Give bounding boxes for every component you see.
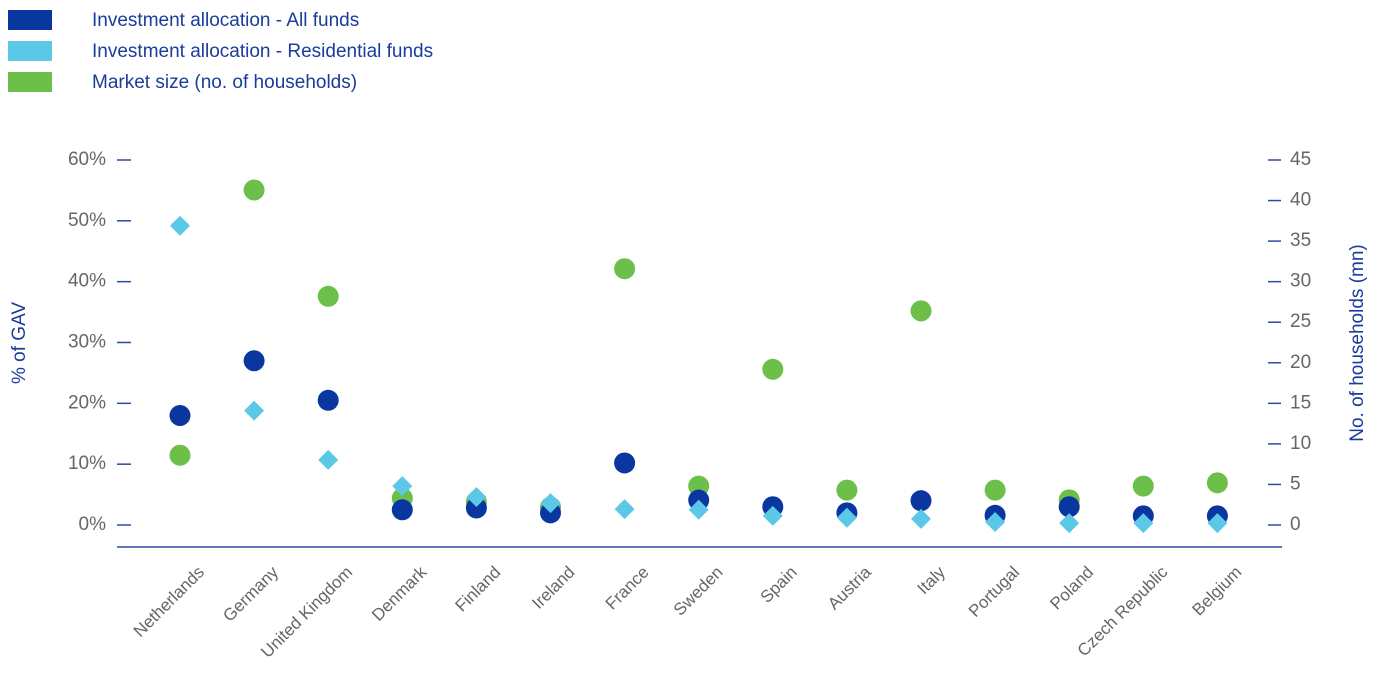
legend-swatch — [8, 41, 52, 61]
diamond — [466, 487, 487, 508]
y-axis-title: % of GAV — [9, 302, 30, 384]
x-tick-label: Austria — [824, 562, 875, 613]
y-tick-label: 40% — [68, 271, 106, 292]
dot — [614, 258, 636, 280]
y2-tick-label: 40 — [1290, 190, 1311, 211]
diamond — [170, 215, 190, 236]
y-tick-label: 0% — [79, 514, 107, 535]
x-tick-label: Sweden — [670, 563, 727, 620]
diamond — [614, 499, 635, 520]
x-tick-label: France — [602, 563, 653, 614]
diamond — [318, 449, 339, 470]
diamond — [836, 507, 857, 528]
y-tick-label: 60% — [68, 149, 106, 170]
x-tick-label: Germany — [219, 562, 282, 625]
dot — [1058, 496, 1080, 518]
y2-axis-title: No. of households (mn) — [1347, 244, 1368, 442]
x-tick-label: Belgium — [1189, 563, 1246, 620]
diamond — [392, 476, 413, 497]
y2-tick-label: 5 — [1290, 473, 1301, 494]
legend-label: Investment allocation - Residential fund… — [92, 41, 433, 62]
diamond — [688, 499, 709, 520]
legend-swatch — [8, 72, 52, 92]
dot — [169, 444, 191, 466]
dot — [910, 300, 932, 322]
x-tick-label: Italy — [914, 562, 950, 598]
y-tick-label: 30% — [68, 332, 106, 353]
dot — [762, 358, 784, 380]
x-tick-label: Portugal — [965, 563, 1023, 621]
y2-tick-label: 10 — [1290, 433, 1311, 454]
diamond — [244, 400, 265, 421]
y-tick-label: 20% — [68, 392, 106, 413]
dot — [836, 479, 858, 501]
y-tick-label: 50% — [68, 210, 106, 231]
dot — [243, 350, 265, 372]
diamond — [985, 511, 1006, 532]
x-tick-label: Ireland — [528, 563, 578, 613]
dot — [317, 285, 339, 307]
diamond — [540, 493, 561, 514]
y2-tick-label: 15 — [1290, 392, 1311, 413]
dot — [243, 179, 265, 201]
diamond — [1207, 513, 1228, 534]
dot — [1132, 475, 1154, 497]
dot — [910, 490, 932, 512]
diamond — [762, 505, 783, 526]
dot — [614, 452, 636, 474]
y2-tick-label: 30 — [1290, 271, 1311, 292]
dot — [984, 479, 1006, 501]
y2-tick-label: 0 — [1290, 514, 1301, 535]
dot — [1206, 472, 1228, 494]
x-tick-label: Spain — [757, 563, 801, 607]
diamond — [911, 508, 931, 529]
x-tick-label: Finland — [452, 563, 505, 616]
diamond — [1059, 513, 1080, 534]
legend-swatch — [8, 10, 52, 30]
dot — [465, 497, 487, 519]
y2-tick-label: 25 — [1290, 311, 1311, 332]
dot — [169, 405, 191, 426]
y2-tick-label: 35 — [1290, 230, 1311, 251]
dot — [317, 389, 339, 411]
x-tick-label: Denmark — [368, 562, 431, 625]
dot — [391, 499, 413, 521]
y2-tick-label: 20 — [1290, 352, 1311, 373]
legend-label: Investment allocation - All funds — [92, 10, 359, 31]
y2-tick-label: 45 — [1290, 149, 1311, 170]
y-tick-label: 10% — [68, 453, 106, 474]
x-tick-label: Netherlands — [130, 563, 208, 641]
diamond — [1133, 513, 1154, 534]
x-tick-label: Poland — [1046, 563, 1097, 614]
legend-label: Market size (no. of households) — [92, 72, 357, 93]
